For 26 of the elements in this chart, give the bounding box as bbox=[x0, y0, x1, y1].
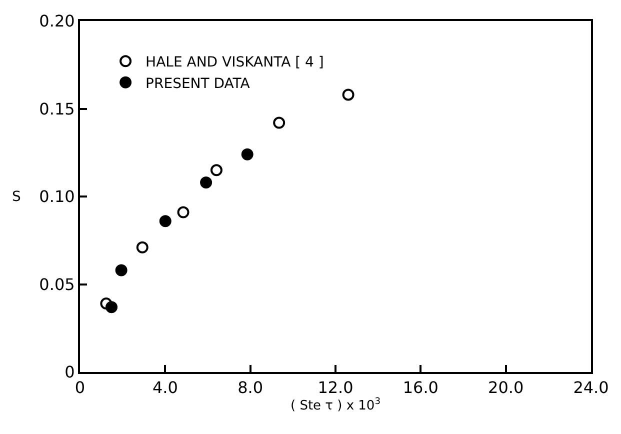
point bbox=[159, 215, 172, 228]
x-axis-title: ( Ste τ ) x 10$^{3}$ bbox=[290, 397, 381, 414]
legend-label: PRESENT DATA bbox=[146, 76, 250, 92]
point bbox=[100, 298, 112, 310]
x-tick-label: 16.0 bbox=[402, 378, 438, 398]
y-tick-label: 0.20 bbox=[39, 12, 75, 31]
point bbox=[200, 176, 212, 188]
y-tick-label: 0.10 bbox=[39, 187, 75, 206]
legend-label: HALE AND VISKANTA [ 4 ] bbox=[146, 54, 324, 71]
x-tick-label: 24.0 bbox=[573, 378, 609, 398]
y-tick-label: 0.05 bbox=[39, 274, 75, 294]
x-tick-label: 8.0 bbox=[238, 378, 264, 398]
y-tick-label: 0 bbox=[64, 362, 75, 382]
y-tick-label: 0.15 bbox=[39, 99, 75, 118]
point bbox=[136, 241, 148, 254]
x-tick-label: 4.0 bbox=[152, 378, 178, 398]
point bbox=[210, 164, 222, 176]
x-tick-label: 20.0 bbox=[488, 378, 524, 398]
x-tick-label: 12.0 bbox=[318, 378, 354, 398]
point bbox=[106, 301, 118, 314]
y-axis-title: S bbox=[12, 189, 21, 205]
point bbox=[177, 206, 190, 218]
point bbox=[241, 148, 254, 160]
point bbox=[115, 264, 128, 276]
point bbox=[342, 88, 354, 101]
point bbox=[273, 116, 286, 129]
